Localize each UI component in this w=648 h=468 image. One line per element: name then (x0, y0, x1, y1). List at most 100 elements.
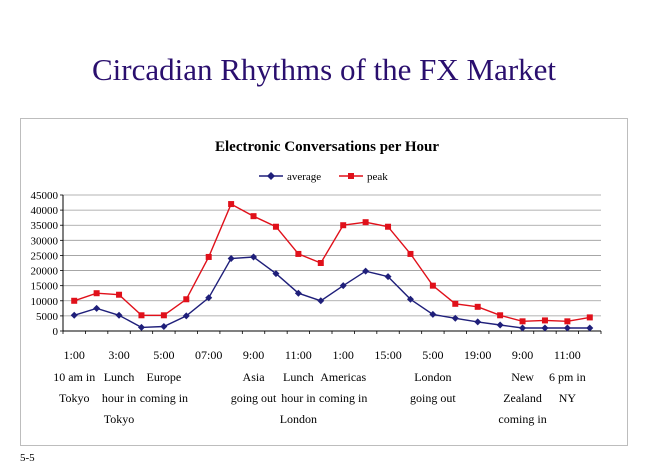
series-line-peak (73, 203, 590, 323)
y-tick-label: 5000 (36, 311, 59, 323)
data-point-peak (586, 314, 593, 321)
y-tick-label: 25000 (31, 250, 59, 262)
x-annotation-line: going out (231, 391, 277, 405)
data-point-peak (452, 300, 459, 307)
data-point-peak (317, 260, 324, 266)
x-tick-label: 07:00 (195, 348, 222, 362)
data-point-average (250, 253, 258, 261)
data-point-peak (138, 312, 145, 319)
data-point-average (339, 282, 347, 290)
x-annotation-line: Americas (320, 370, 366, 384)
chart-legend: average peak (259, 171, 388, 183)
data-point-average (137, 323, 145, 331)
x-annotation-line: coming in (140, 391, 188, 405)
series-line-average (73, 256, 590, 329)
x-tick-label: 5:00 (153, 348, 174, 362)
x-annotation-line: 10 am in (53, 370, 95, 384)
y-tick-label: 20000 (31, 266, 59, 278)
chart-title: Electronic Conversations per Hour (215, 139, 439, 155)
y-tick-label: 35000 (31, 220, 59, 232)
data-point-peak (385, 223, 392, 230)
slide-number: 5-5 (20, 452, 35, 464)
x-annotation-line: Asia (243, 370, 266, 384)
x-annotation-line: 6 pm in (549, 370, 586, 384)
y-axis-ticks: 0 5000 10000 15000 20000 25000 30000 35000 40000… (31, 190, 63, 338)
slide-title: Circadian Rhythms of the FX Market (91, 52, 557, 87)
chart-series (70, 201, 594, 332)
x-annotations: 10 am in Tokyo Lunch hour in Tokyo Europe comi… (53, 370, 586, 426)
data-point-average (317, 297, 325, 305)
data-point-peak (407, 250, 414, 257)
legend-marker-average (267, 172, 275, 180)
data-point-peak (497, 312, 504, 319)
x-annotation-line: Europe (147, 370, 182, 384)
x-annotation-line: NY (559, 391, 577, 405)
data-point-average (362, 267, 370, 275)
data-point-average (586, 324, 594, 332)
legend-label-peak: peak (367, 171, 388, 183)
legend-label-average: average (287, 171, 321, 183)
chart-axes (62, 195, 602, 334)
data-point-average (70, 311, 78, 319)
y-tick-label: 10000 (31, 296, 59, 308)
data-point-average (563, 324, 571, 332)
data-point-peak (250, 213, 257, 220)
data-point-peak (541, 317, 548, 324)
data-point-peak (295, 250, 302, 257)
x-tick-label: 1:00 (64, 348, 85, 362)
data-point-peak (474, 303, 481, 310)
x-annotation-line: New (511, 370, 534, 384)
data-point-peak (272, 223, 279, 230)
data-point-average (451, 314, 459, 322)
chart-gridlines (63, 194, 601, 317)
chart-frame: Electronic Conversations per Hour averag… (20, 118, 628, 446)
x-annotation-line: London (280, 412, 317, 426)
x-annotation-line: Zealand (503, 391, 542, 405)
data-point-average (519, 324, 527, 332)
data-point-peak (340, 222, 347, 229)
x-tick-label: 5:00 (422, 348, 443, 362)
x-annotation-line: going out (410, 391, 456, 405)
data-point-average (93, 304, 101, 312)
data-point-peak (116, 291, 123, 298)
y-tick-label: 40000 (31, 205, 59, 217)
x-tick-label: 11:00 (554, 348, 581, 362)
data-point-peak (205, 253, 212, 260)
x-annotation-line: Tokyo (59, 391, 90, 405)
data-point-peak (93, 290, 100, 297)
data-point-peak (429, 282, 436, 289)
data-point-peak (228, 201, 235, 208)
x-tick-label: 9:00 (512, 348, 533, 362)
data-point-average (205, 294, 213, 302)
data-point-average (406, 295, 414, 303)
x-tick-label: 9:00 (243, 348, 264, 362)
data-point-average (384, 273, 392, 281)
data-point-average (541, 324, 549, 332)
data-point-average (160, 322, 168, 330)
data-point-average (294, 289, 302, 297)
legend-marker-peak (348, 173, 354, 179)
x-annotation-line: coming in (319, 391, 367, 405)
data-point-average (474, 318, 482, 326)
x-annotation-line: Lunch (104, 370, 135, 384)
data-point-average (182, 312, 190, 320)
x-tick-label: 15:00 (374, 348, 401, 362)
x-tick-label: 11:00 (285, 348, 312, 362)
data-point-average (115, 311, 123, 319)
line-chart: Electronic Conversations per Hour averag… (31, 139, 602, 426)
data-point-peak (71, 297, 78, 304)
data-point-average (496, 321, 504, 329)
x-annotation-line: Lunch (283, 370, 314, 384)
data-point-peak (362, 219, 369, 226)
y-tick-label: 45000 (31, 190, 59, 202)
x-tick-label: 3:00 (108, 348, 129, 362)
y-tick-label: 15000 (31, 281, 59, 293)
x-annotation-line: coming in (498, 412, 546, 426)
data-point-average (429, 310, 437, 318)
x-annotation-line: Tokyo (104, 412, 135, 426)
data-point-peak (564, 318, 571, 325)
data-point-peak (183, 296, 190, 303)
x-axis-ticks: 1:00 3:00 5:00 07:00 9:00 11:00 1:00 15:00 5:00 1… (64, 348, 581, 362)
x-annotation-line: London (414, 370, 451, 384)
y-tick-label: 0 (53, 326, 59, 338)
